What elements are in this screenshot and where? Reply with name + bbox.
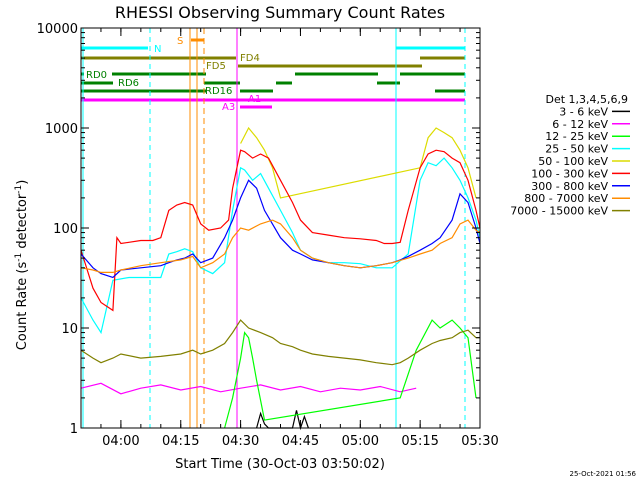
legend-header: Det 1,3,4,5,6,9 — [545, 93, 628, 106]
y-tick-label: 10000 — [37, 22, 78, 37]
x-tick-label: 05:30 — [461, 434, 498, 449]
y-tick-label: 1000 — [45, 122, 78, 137]
x-tick-label: 04:45 — [282, 434, 319, 449]
y-axis-label-sup1: -1 — [14, 253, 24, 262]
y-axis-label-end: ) — [15, 180, 30, 185]
s-label: S — [177, 36, 183, 47]
fd4-label: FD4 — [240, 53, 260, 64]
legend-label: 100 - 300 keV — [531, 167, 608, 180]
legend-label: 800 - 7000 keV — [524, 192, 608, 205]
timestamp-label: 25-Oct-2021 01:56 — [570, 470, 637, 478]
n-label: N — [154, 44, 161, 55]
y-axis-label-mid: detector — [15, 193, 30, 253]
y-axis-label-main: Count Rate (s — [15, 262, 30, 351]
y-axis-label-sup2: -1 — [14, 185, 24, 194]
y-tick-label: 1 — [70, 422, 78, 437]
legend-label: 25 - 50 keV — [545, 143, 608, 156]
rd16-label: RD16 — [205, 86, 232, 97]
a3-label: A3 — [222, 102, 235, 113]
series-line-6 — [80, 149, 481, 312]
series-line-4 — [80, 157, 481, 335]
legend-label: 300 - 800 keV — [531, 180, 608, 193]
y-tick-label: 100 — [53, 222, 78, 237]
series-line-7 — [80, 179, 481, 279]
x-tick-label: 04:30 — [222, 434, 259, 449]
fd5-label: FD5 — [206, 61, 226, 72]
y-axis-label: Count Rate (s-1 detector-1) — [14, 180, 30, 351]
rd6-label: RD6 — [118, 78, 139, 89]
plot-area: N S FD4 FD5 RD0 RD6 RD16 A1 A3 1 10 100 1000 10000 04:… — [37, 22, 499, 449]
rd0-label: RD0 — [86, 70, 107, 81]
x-axis-label: Start Time (30-Oct-03 03:50:02) — [175, 457, 385, 472]
y-tick-label: 10 — [61, 322, 78, 337]
legend-label: 6 - 12 keV — [552, 118, 608, 131]
x-tick-label: 04:00 — [102, 434, 139, 449]
legend-label: 7000 - 15000 keV — [510, 205, 608, 218]
x-tick-label: 05:15 — [401, 434, 438, 449]
x-tick-label: 04:15 — [162, 434, 199, 449]
legend-label: 50 - 100 keV — [538, 155, 608, 168]
series-line-9 — [80, 319, 480, 366]
a1-label: A1 — [248, 94, 261, 105]
series-line-5 — [240, 126, 477, 199]
series-line-8 — [80, 219, 481, 273]
x-tick-label: 05:00 — [342, 434, 379, 449]
series-line-2 — [80, 382, 417, 395]
series-line-3 — [224, 319, 477, 429]
chart-title: RHESSI Observing Summary Count Rates — [115, 3, 445, 22]
legend-label: 3 - 6 keV — [559, 105, 608, 118]
legend-label: 12 - 25 keV — [545, 130, 608, 143]
